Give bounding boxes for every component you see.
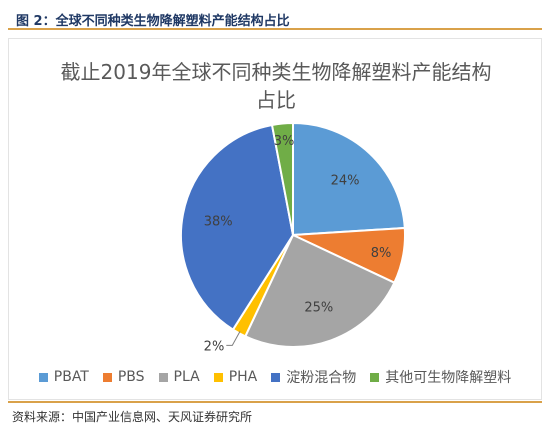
legend-item-pbat: PBAT [38,369,89,385]
legend-label-pbs: PBS [117,369,145,385]
legend-item-pbs: PBS [102,369,145,385]
legend-swatch-pbat [38,372,48,382]
footer-divider [8,401,542,403]
data-label-pbs: 8% [371,246,392,261]
pie-slice-starch-blend [180,123,295,331]
legend-swatch-pla [158,372,168,382]
legend-item-pla: PLA [158,369,200,385]
legend-item-other: 其他可生物降解塑料 [370,367,511,387]
pie-slice-pbat [292,121,406,237]
chart-title-line2: 占比 [256,88,296,112]
pie-slice-other [270,121,294,236]
legend-swatch-other [370,372,380,382]
leader-line-pha [226,331,241,346]
pie-chart: 24% 8% 25% 2% 38% 3% [180,121,406,354]
figure-caption: 图 2：全球不同种类生物降解塑料产能结构占比 [16,14,290,29]
data-label-starch-blend: 38% [204,215,233,230]
data-label-pha: 2% [204,339,225,354]
legend-swatch-pha [213,372,223,382]
legend-label-pha: PHA [228,369,258,385]
chart-legend: PBAT PBS PLA PHA 淀粉混合物 其他可生物降解塑料 [0,367,550,387]
legend-swatch-starch-blend [271,372,281,382]
legend-label-other: 其他可生物降解塑料 [385,370,512,386]
legend-label-pbat: PBAT [53,369,89,385]
data-label-pbat: 24% [331,174,360,189]
legend-label-starch-blend: 淀粉混合物 [286,370,357,386]
data-label-pla: 25% [304,301,333,316]
data-label-other: 3% [274,134,295,149]
figure-header: 图 2：全球不同种类生物降解塑料产能结构占比 [8,6,542,30]
source-note: 资料来源：中国产业信息网、天风证券研究所 [12,410,253,424]
legend-item-starch-blend: 淀粉混合物 [271,367,356,387]
legend-label-pla: PLA [173,369,200,385]
chart-title: 截止2019年全球不同种类生物降解塑料产能结构 [60,60,492,84]
pie-slice-pla [243,233,396,348]
legend-item-pha: PHA [213,369,258,385]
legend-swatch-pbs [102,372,112,382]
